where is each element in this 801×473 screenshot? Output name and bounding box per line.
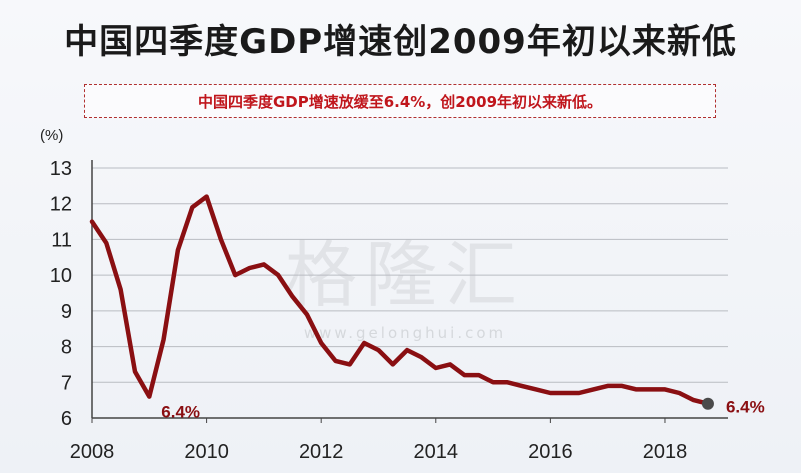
x-tick-label: 2008: [70, 441, 115, 463]
subtitle-box: 中国四季度GDP增速放缓至6.4%，创2009年初以来新低。: [84, 84, 716, 118]
endpoint-marker: [701, 397, 714, 410]
y-tick-label: 7: [61, 372, 72, 394]
x-tick-label: 2012: [299, 441, 344, 463]
x-tick-label: 2014: [414, 441, 459, 463]
y-tick-label: 12: [50, 194, 72, 216]
series: [89, 194, 714, 410]
y-axis-unit-label: (%): [40, 127, 63, 144]
subtitle-text: 中国四季度GDP增速放缓至6.4%，创2009年初以来新低。: [197, 92, 603, 111]
y-tick-label: 13: [50, 158, 72, 180]
y-tick-label: 10: [50, 265, 72, 287]
page-title: 中国四季度GDP增速创2009年初以来新低: [64, 22, 737, 62]
x-tick-label: 2010: [184, 441, 229, 463]
data-annotation-label: 6.4%: [726, 398, 765, 417]
axes: 6 7 8 9 10 11 12 13 (%) 2008 2010 2012 2014 2016 2018: [40, 127, 728, 463]
x-tick-label: 2018: [643, 441, 688, 463]
y-tick-label: 11: [51, 229, 72, 251]
data-annotation-label: 6.4%: [161, 403, 200, 422]
annotations: 6.4% 6.4%: [161, 398, 764, 422]
y-tick-label: 6: [61, 408, 72, 430]
y-tick-label: 9: [61, 301, 72, 323]
watermark: 格隆汇 www.gelonghui.com: [285, 233, 517, 342]
x-tick-label: 2016: [528, 441, 573, 463]
y-tick-label: 8: [61, 337, 72, 359]
watermark-text-en: www.gelonghui.com: [304, 324, 506, 342]
series-line: [89, 194, 711, 406]
